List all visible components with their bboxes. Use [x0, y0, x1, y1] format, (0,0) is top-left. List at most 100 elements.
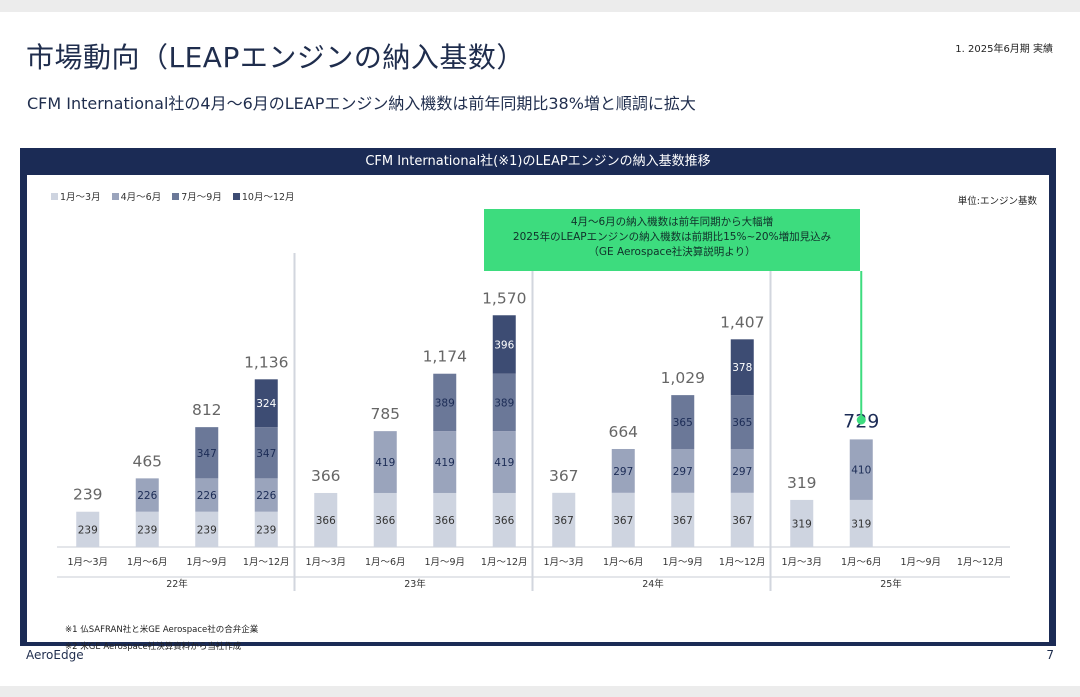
bar-segment [671, 395, 695, 449]
period-tick-label: 1月～3月 [543, 557, 584, 568]
period-tick-label: 1月～3月 [305, 557, 346, 568]
period-tick-label: 1月～6月 [841, 557, 882, 568]
bar-segment [433, 373, 457, 432]
year-label: 24年 [642, 578, 664, 590]
bar-segment [730, 395, 754, 449]
period-tick-label: 1月～12月 [719, 557, 766, 568]
bar-segment-label: 226 [256, 490, 276, 502]
bar-segment [314, 492, 338, 547]
bar-total-label: 785 [370, 405, 400, 423]
legend-swatch-q1 [51, 193, 58, 200]
bar-segment [254, 379, 278, 428]
bar-segment [76, 511, 100, 547]
bar-segment [492, 431, 516, 493]
period-tick-label: 1月～9月 [662, 557, 703, 568]
bar-segment [254, 511, 278, 547]
footer-company: AeroEdge [26, 648, 84, 662]
callout-line-3: （GE Aerospace社決算説明より） [588, 246, 756, 258]
bar-segment [730, 448, 754, 493]
period-tick-label: 1月～12月 [243, 557, 290, 568]
bar-total-label: 1,407 [720, 313, 764, 331]
bar-segment-label: 239 [137, 524, 157, 536]
bar-segment-label: 226 [197, 490, 217, 502]
bar-total-label: 319 [787, 474, 817, 492]
period-tick-label: 1月～9月 [900, 557, 941, 568]
bar-segment-label: 324 [256, 398, 276, 410]
legend-swatch-q2 [111, 193, 119, 200]
bar-total-label: 239 [73, 486, 103, 504]
bar-segment [730, 339, 754, 396]
bar-total-label: 367 [549, 467, 579, 485]
footnote-1: ※1 仏SAFRAN社と米GE Aerospace社の合弁企業 [65, 625, 259, 635]
bar-segment-label: 366 [316, 515, 336, 527]
bar-total-label: 1,136 [244, 353, 288, 371]
chart-title: CFM International社(※1)のLEAPエンジンの納入基数推移 [365, 154, 711, 169]
bar-segment-label: 319 [792, 518, 812, 530]
bar-segment [433, 431, 457, 493]
bar-segment-label: 367 [673, 515, 693, 527]
legend-item-q3: 7月～9月 [172, 189, 222, 203]
bar-segment [254, 427, 278, 479]
callout-dot [856, 415, 866, 425]
chart-legend: 1月～3月 4月～6月 7月～9月 10月～12月 [51, 189, 303, 203]
bar-total-label: 1,174 [423, 348, 467, 366]
bar-segment [195, 511, 219, 547]
period-tick-label: 1月～6月 [127, 557, 168, 568]
bar-segment-label: 367 [554, 515, 574, 527]
legend-label-q2: 4月～6月 [120, 192, 162, 203]
bar-segment-label: 365 [673, 417, 693, 429]
bar-segment-label: 378 [732, 362, 752, 374]
bar-segment-label: 239 [197, 524, 217, 536]
bar-segment [433, 492, 457, 547]
bar-segment-label: 389 [494, 397, 514, 409]
bar-segment-label: 365 [732, 417, 752, 429]
period-tick-label: 1月～12月 [481, 557, 528, 568]
bar-segment-label: 366 [494, 515, 514, 527]
bar-segment [492, 492, 516, 547]
bar-segment [730, 492, 754, 547]
period-tick-label: 1月～9月 [424, 557, 465, 568]
stacked-bar-chart: 239 239 1月～3月 239 226 465 1月～6月 239 226 347 812 1月～… [57, 253, 1010, 591]
legend-label-q1: 1月～3月 [60, 192, 101, 203]
bar-segment [373, 431, 397, 493]
bar-segment [611, 492, 635, 547]
bar-segment [611, 448, 635, 493]
bar-segment-label: 410 [851, 465, 871, 477]
bar-segment-label: 396 [494, 339, 514, 351]
bar-segment [195, 478, 219, 512]
slide: 市場動向（LEAPエンジンの納入基数） 1. 2025年6月期 実績 CFM I… [0, 12, 1080, 686]
page-number: 7 [1046, 648, 1054, 662]
bar-segment-label: 367 [613, 515, 633, 527]
bar-segment [492, 315, 516, 374]
bar-segment [849, 499, 873, 547]
callout-line-1: 4月～6月の納入機数は前年同期から大幅増 [570, 216, 774, 228]
bar-segment [671, 448, 695, 493]
legend-label-q3: 7月～9月 [181, 192, 222, 203]
legend-label-q4: 10月～12月 [241, 192, 295, 203]
period-tick-label: 1月～6月 [603, 557, 644, 568]
footnote-2: ※2 米GE Aerospace社決算資料から当社作成 [65, 642, 242, 652]
bar-segment-label: 239 [78, 524, 98, 536]
bar-segment [135, 478, 159, 512]
bar-segment-label: 419 [494, 457, 514, 469]
callout-box: 4月～6月の納入機数は前年同期から大幅増 2025年のLEAPエンジンの納入機数… [484, 209, 860, 271]
legend-item-q4: 10月～12月 [232, 189, 295, 203]
bar-segment-label: 366 [435, 515, 455, 527]
bar-segment [552, 492, 576, 547]
bar-segment-label: 367 [732, 515, 752, 527]
period-tick-label: 1月～3月 [781, 557, 822, 568]
bar-segment [671, 492, 695, 547]
period-tick-label: 1月～6月 [365, 557, 406, 568]
bar-segment-label: 297 [673, 466, 693, 478]
legend-swatch-q4 [232, 193, 240, 200]
bar-segment-label: 366 [375, 515, 395, 527]
bar-segment-label: 239 [256, 524, 276, 536]
period-tick-label: 1月～9月 [186, 557, 227, 568]
unit-label: 単位:エンジン基数 [957, 196, 1037, 207]
bar-segment [790, 499, 814, 547]
bar-segment-label: 319 [851, 518, 871, 530]
bar-segment-label: 419 [435, 457, 455, 469]
bar-segment [492, 373, 516, 432]
bar-total-label: 465 [132, 452, 162, 470]
bar-segment [254, 478, 278, 512]
